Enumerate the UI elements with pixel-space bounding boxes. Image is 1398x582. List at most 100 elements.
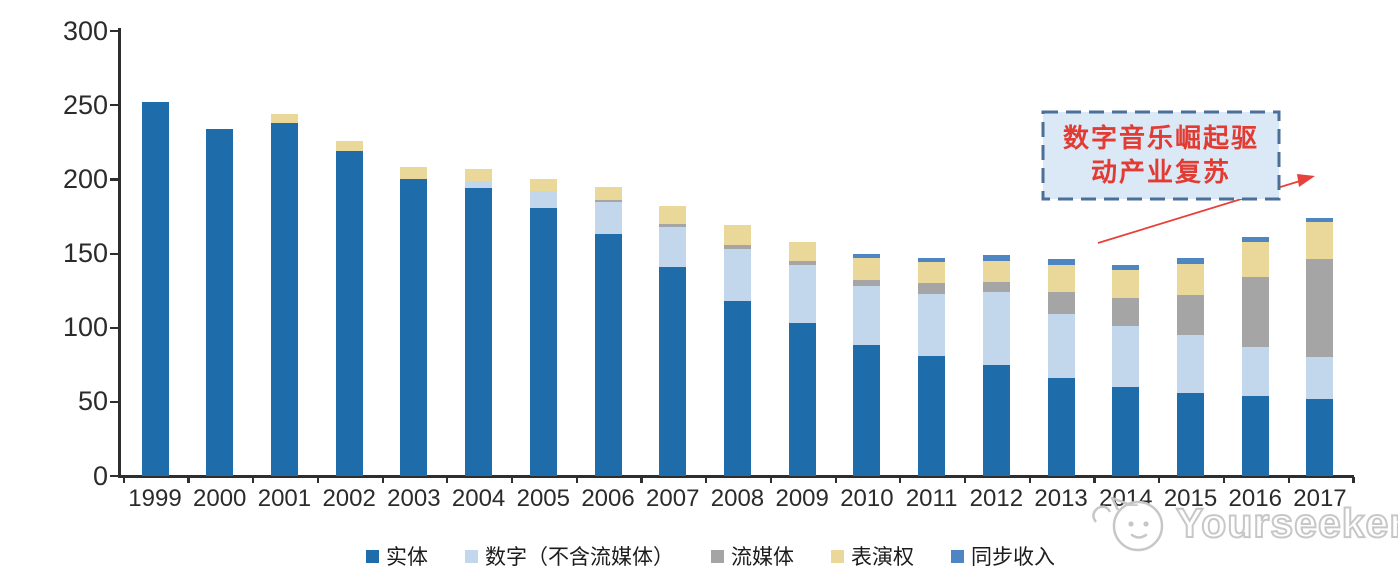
bar-segment xyxy=(335,151,363,476)
legend-item: 数字（不含流媒体） xyxy=(465,541,674,571)
x-axis-label: 2015 xyxy=(1163,485,1218,512)
stacked-bar xyxy=(1306,217,1334,476)
annotation-callout: 数字音乐崛起驱 动产业复苏 xyxy=(1043,112,1279,199)
bar-segment xyxy=(594,201,622,235)
bar-segment xyxy=(1177,257,1205,264)
bar-segment xyxy=(335,140,363,152)
x-axis-label: 2008 xyxy=(710,485,765,512)
y-axis-tick xyxy=(110,326,118,329)
annotation-text-line2: 动产业复苏 xyxy=(1090,157,1231,187)
bar-segment xyxy=(465,180,493,189)
bar-segment xyxy=(465,188,493,476)
stacked-bar xyxy=(918,257,946,476)
legend-label: 流媒体 xyxy=(731,545,794,569)
bar-segment xyxy=(853,345,881,476)
bar-segment xyxy=(465,168,493,181)
bar-segment xyxy=(1112,269,1140,299)
x-axis-tick xyxy=(446,477,449,483)
bar-segment xyxy=(788,323,816,476)
x-axis-label: 2005 xyxy=(516,485,570,512)
legend-swatch-icon xyxy=(711,549,724,563)
stacked-bar xyxy=(1112,265,1140,476)
bar-segment xyxy=(1241,395,1269,476)
legend-label: 表演权 xyxy=(851,545,914,569)
bar-segment xyxy=(206,128,234,476)
x-axis-label: 2013 xyxy=(1034,485,1088,512)
bar-segment xyxy=(659,266,687,476)
bar-segment xyxy=(270,114,298,123)
bar-segment xyxy=(659,206,687,224)
bar-segment xyxy=(788,260,816,266)
stacked-bar xyxy=(594,186,622,476)
stacked-bar xyxy=(206,128,234,476)
y-axis-label: 0 xyxy=(92,460,108,491)
x-axis-tick xyxy=(769,477,773,483)
bar-segment xyxy=(659,223,687,227)
bar-segment xyxy=(918,293,946,356)
bar-segment xyxy=(982,281,1010,293)
bar-segment xyxy=(659,226,687,267)
x-axis-label: 2004 xyxy=(451,485,506,512)
bar-segment xyxy=(1112,326,1140,387)
x-axis-tick xyxy=(1352,477,1355,483)
x-axis-tick xyxy=(1158,477,1161,483)
yourseeker-watermark: Yourseeker xyxy=(1175,499,1398,547)
y-axis-tick xyxy=(110,178,118,181)
stacked-bar xyxy=(335,140,363,476)
y-axis-label: 300 xyxy=(62,15,108,46)
legend-swatch-icon xyxy=(465,549,478,563)
x-axis-tick xyxy=(316,477,319,483)
x-axis-label: 2000 xyxy=(193,485,247,512)
bar-segment xyxy=(1112,298,1140,327)
bar-segment xyxy=(1112,387,1140,476)
x-axis-tick xyxy=(1093,477,1096,483)
bar-segment xyxy=(1241,277,1269,347)
bar-segment xyxy=(270,122,298,476)
bar-segment xyxy=(1306,259,1334,358)
y-axis-label: 200 xyxy=(62,163,108,194)
x-axis-tick xyxy=(964,477,967,483)
stacked-bar xyxy=(723,225,751,476)
bar-segment xyxy=(594,186,622,201)
stacked-bar xyxy=(659,206,687,476)
x-axis-tick xyxy=(187,477,190,483)
x-axis-label: 2006 xyxy=(581,485,635,512)
stacked-bar xyxy=(982,255,1010,476)
bar-segment xyxy=(1047,378,1075,476)
y-axis-tick xyxy=(110,104,118,107)
x-axis-label: 2009 xyxy=(775,485,829,512)
bar-segment xyxy=(1241,346,1269,396)
annotation-arrowhead-icon xyxy=(1297,174,1315,187)
x-axis-tick xyxy=(1028,477,1031,483)
bar-segment xyxy=(1177,295,1205,336)
legend-swatch-icon xyxy=(366,549,379,563)
bar-segment xyxy=(982,364,1010,476)
chart-legend: 实体 数字（不含流媒体） 流媒体 表演权 同步收入 xyxy=(366,541,1055,571)
bar-segment xyxy=(853,286,881,346)
y-axis-label: 250 xyxy=(62,89,108,120)
y-axis-tick xyxy=(110,30,118,33)
bar-segment xyxy=(918,257,946,263)
y-axis-label: 50 xyxy=(77,386,108,417)
legend-item: 同步收入 xyxy=(951,541,1055,571)
stacked-bar xyxy=(465,168,493,476)
legend-item: 实体 xyxy=(366,541,428,571)
bar-segment xyxy=(982,255,1010,261)
bar-segment xyxy=(853,253,881,258)
bar-segment xyxy=(982,292,1010,365)
x-axis-tick xyxy=(834,477,837,483)
bar-segment xyxy=(1306,357,1334,399)
x-axis-label: 2016 xyxy=(1228,485,1282,512)
x-axis-label: 2011 xyxy=(905,485,958,512)
x-axis-label: 2001 xyxy=(257,485,312,512)
x-axis-tick xyxy=(381,477,384,483)
bar-segment xyxy=(1047,259,1075,266)
legend-item: 流媒体 xyxy=(711,541,794,571)
x-axis xyxy=(118,475,1354,478)
x-axis-label: 2003 xyxy=(387,485,441,512)
stacked-bar xyxy=(1241,237,1269,476)
stacked-bar xyxy=(853,253,881,476)
x-axis-label: 2007 xyxy=(646,485,700,512)
x-axis-label: 2010 xyxy=(840,485,894,512)
bar-segment xyxy=(400,179,428,476)
